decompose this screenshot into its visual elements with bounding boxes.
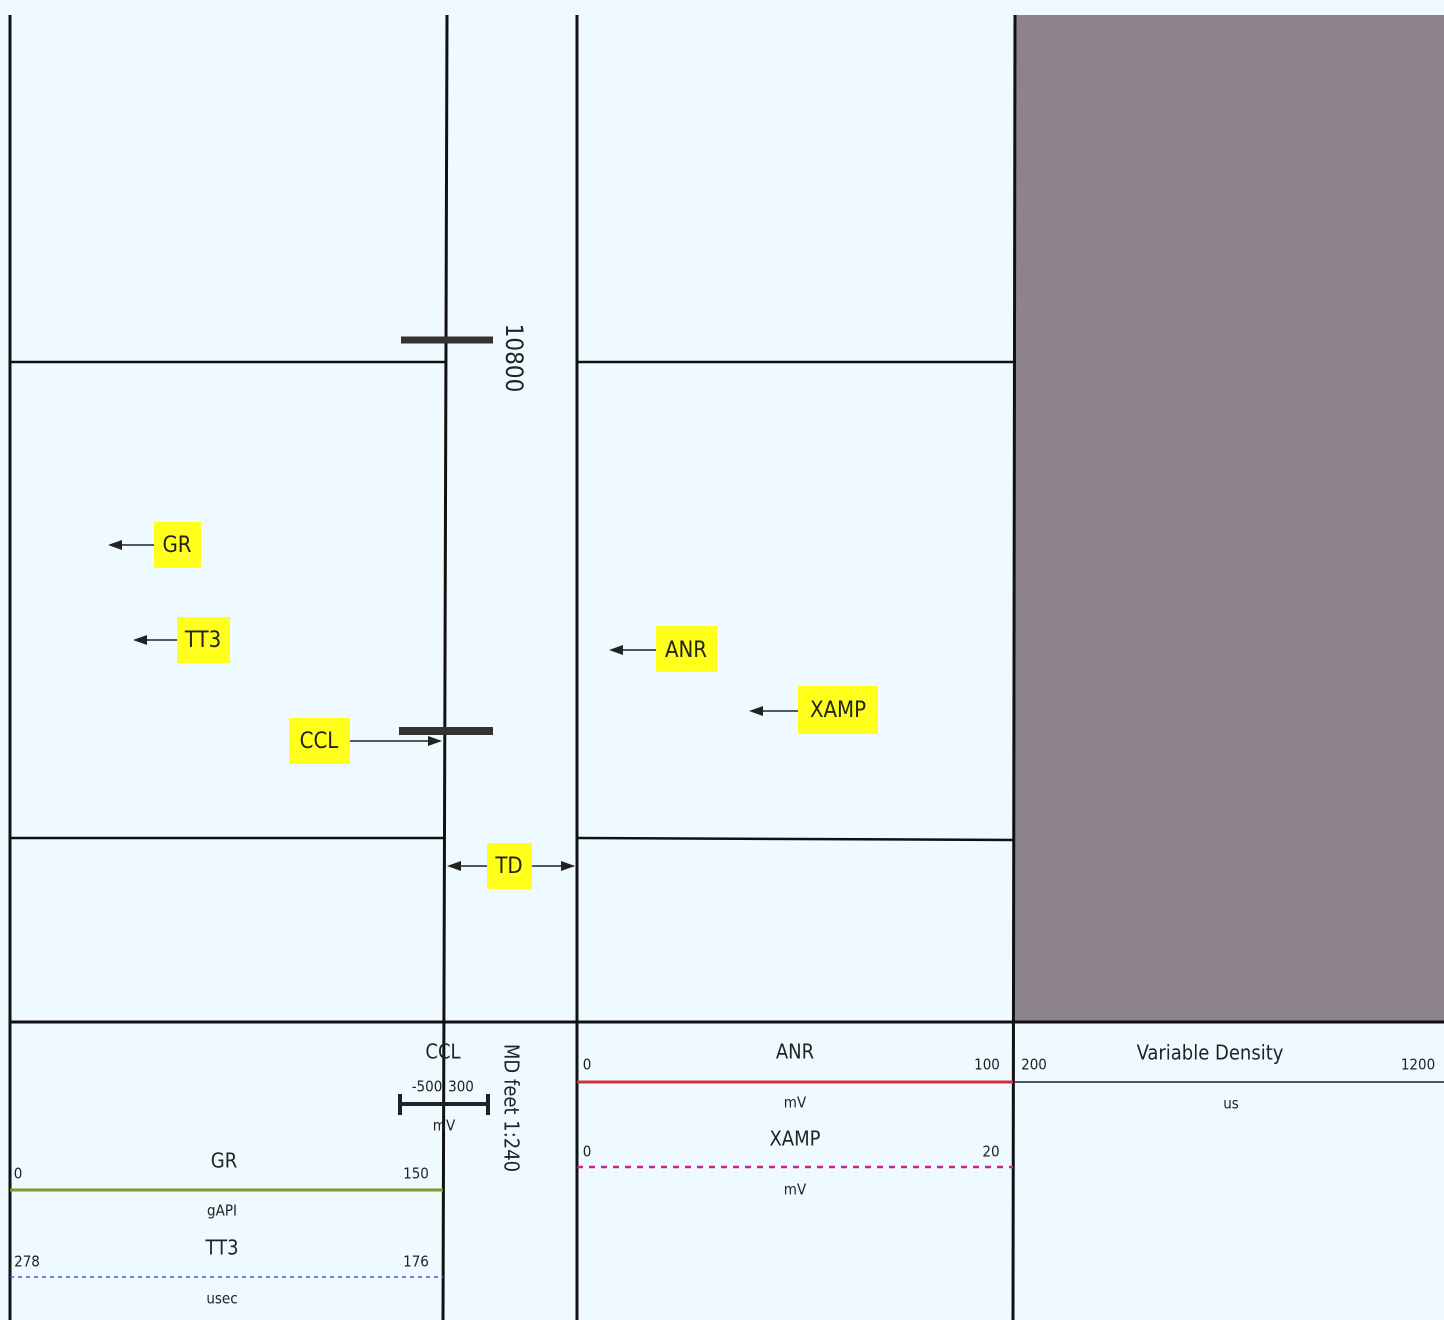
depth-label: 10800 [500,324,528,393]
anr-min: 0 [583,1056,592,1074]
ccl-label: CCL [300,729,339,754]
depth-header: MD feet 1:240 [500,1044,524,1172]
tt3-min: 278 [14,1253,40,1271]
annotation-boxes [154,522,878,889]
gr-label: GR [162,533,191,558]
gr-max: 150 [403,1165,429,1183]
anr-max: 100 [974,1056,1000,1074]
gr-name: GR [211,1149,237,1173]
vdl-max: 1200 [1401,1056,1435,1074]
ccl-name: CCL [425,1040,460,1064]
anr-unit: mV [784,1094,807,1112]
vdl-name: Variable Density [1137,1041,1284,1065]
vdl-min: 200 [1021,1056,1047,1074]
xamp-min: 0 [583,1143,592,1161]
xamp-name: XAMP [769,1127,820,1151]
anr-label: ANR [665,638,707,663]
xamp-max: 20 [982,1143,999,1161]
arrowheads [108,540,763,871]
tt3-max: 176 [403,1253,429,1271]
tt3-unit: usec [206,1290,237,1308]
gr-unit: gAPI [207,1202,237,1220]
xamp-label: XAMP [810,698,866,723]
header-lines [10,1080,1444,1278]
ccl-max: 300 [448,1078,474,1096]
gr-min: 0 [14,1165,23,1183]
vdl-panel [1015,15,1444,1022]
ccl-min: -500 [412,1078,443,1096]
xamp-unit: mV [784,1181,807,1199]
tt3-label: TT3 [184,628,221,653]
anr-name: ANR [776,1040,814,1064]
frame [8,14,1444,1320]
vdl-unit: us [1223,1095,1239,1113]
td-label: TD [494,854,522,879]
ccl-unit: mV [433,1117,456,1135]
tt3-name: TT3 [204,1236,238,1260]
